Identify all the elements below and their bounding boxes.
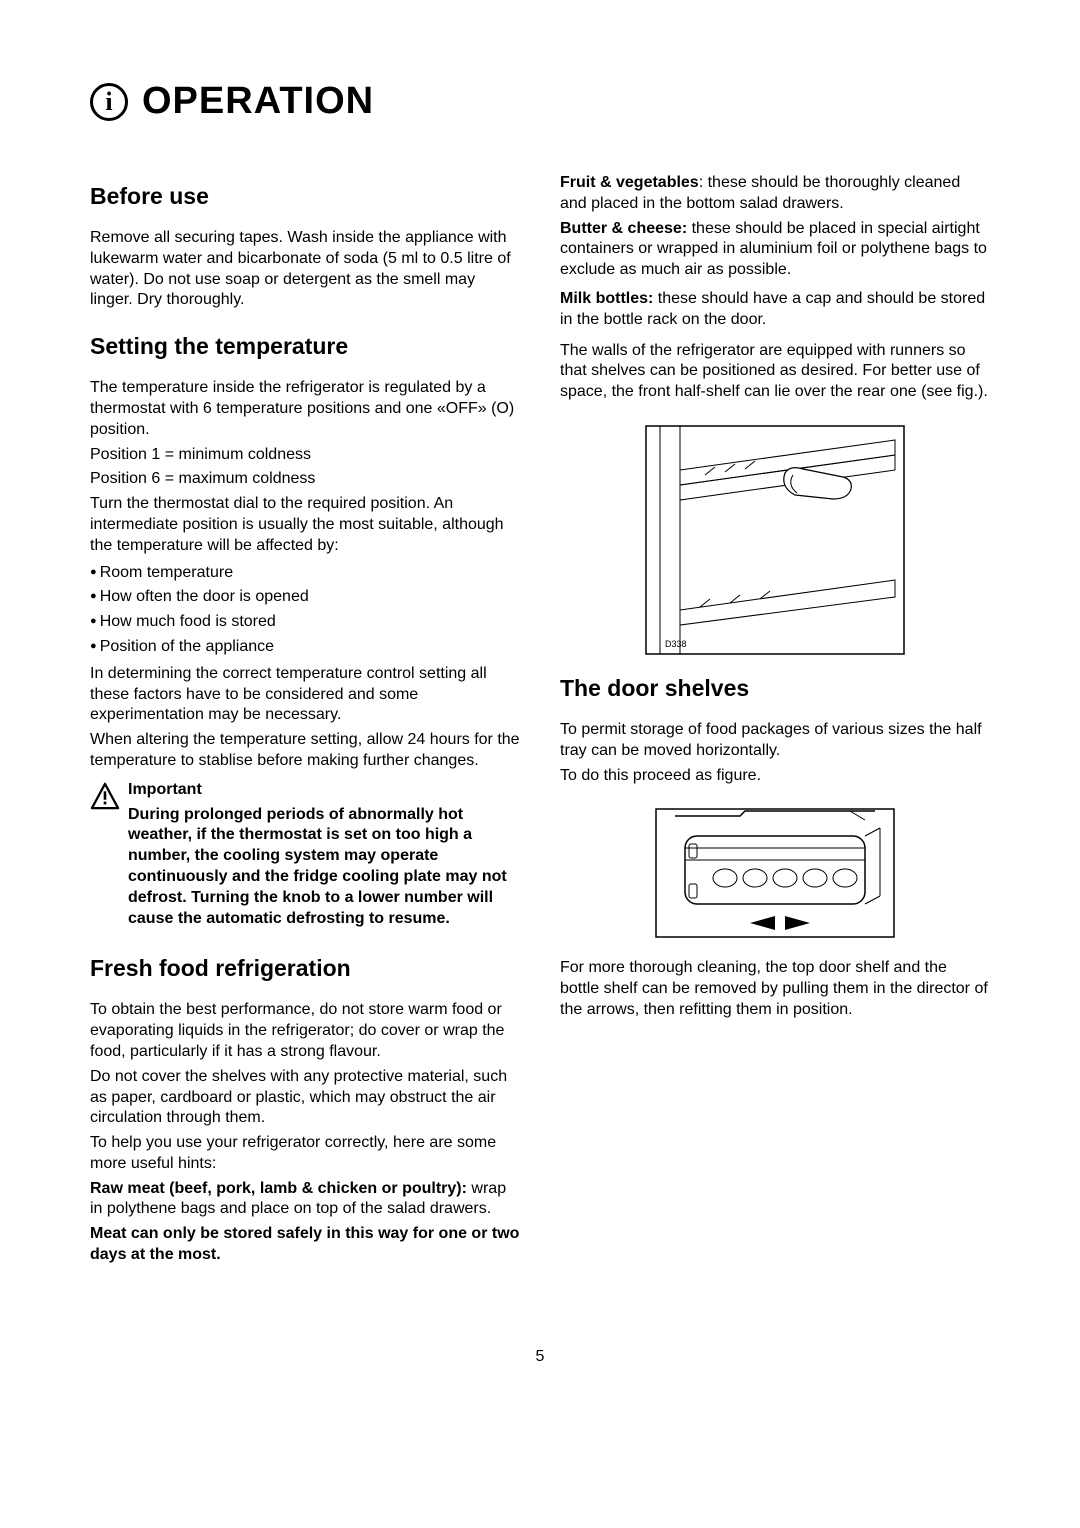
label: Butter & cheese: (560, 220, 687, 237)
text: When altering the temperature setting, a… (90, 730, 520, 772)
text: Fruit & vegetables: these should be thor… (560, 173, 990, 215)
list-item: Position of the appliance (90, 637, 520, 658)
info-icon: i (90, 83, 128, 121)
block-food-hints: Fruit & vegetables: these should be thor… (560, 173, 990, 403)
list-item: Room temperature (90, 563, 520, 584)
warning-title: Important (128, 780, 520, 801)
text: Turn the thermostat dial to the required… (90, 494, 520, 556)
list-item: How often the door is opened (90, 587, 520, 608)
text: To do this proceed as figure. (560, 766, 990, 787)
text: The walls of the refrigerator are equipp… (560, 341, 990, 403)
text: To obtain the best performance, do not s… (90, 1000, 520, 1062)
left-column: Before use Remove all securing tapes. Wa… (90, 173, 520, 1288)
block-setting-temp: The temperature inside the refrigerator … (90, 378, 520, 933)
text: In determining the correct temperature c… (90, 664, 520, 726)
text: Meat can only be stored safely in this w… (90, 1224, 520, 1266)
block-fresh-food: To obtain the best performance, do not s… (90, 1000, 520, 1266)
text: Position 1 = minimum coldness (90, 445, 520, 466)
warning-text: Important During prolonged periods of ab… (128, 780, 520, 934)
list-item: How much food is stored (90, 612, 520, 633)
warning-icon (90, 782, 120, 934)
figure-door-tray (560, 808, 990, 938)
warning-body: During prolonged periods of abnormally h… (128, 805, 520, 930)
text: Raw meat (beef, pork, lamb & chicken or … (90, 1179, 520, 1221)
content-columns: Before use Remove all securing tapes. Wa… (90, 173, 990, 1288)
label: Milk bottles: (560, 290, 653, 307)
text: To permit storage of food packages of va… (560, 720, 990, 762)
label: Raw meat (beef, pork, lamb & chicken or … (90, 1180, 467, 1197)
heading-before-use: Before use (90, 183, 520, 210)
text: Remove all securing tapes. Wash inside t… (90, 228, 520, 311)
page-title: OPERATION (142, 80, 374, 123)
page-number: 5 (90, 1348, 990, 1366)
bullet-list: Room temperature How often the door is o… (90, 563, 520, 658)
figure-label: D338 (665, 639, 687, 649)
text: Butter & cheese: these should be placed … (560, 219, 990, 281)
text: Milk bottles: these should have a cap an… (560, 289, 990, 331)
text: For more thorough cleaning, the top door… (560, 958, 990, 1020)
block-door-shelves: To permit storage of food packages of va… (560, 720, 990, 786)
warning-block: Important During prolonged periods of ab… (90, 780, 520, 934)
text: Position 6 = maximum coldness (90, 469, 520, 490)
right-column: Fruit & vegetables: these should be thor… (560, 173, 990, 1288)
text: Do not cover the shelves with any protec… (90, 1067, 520, 1129)
label: Fruit & vegetables (560, 174, 699, 191)
heading-fresh-food: Fresh food refrigeration (90, 955, 520, 982)
title-row: i OPERATION (90, 80, 990, 123)
heading-door-shelves: The door shelves (560, 675, 990, 702)
figure-shelf: D338 (560, 425, 990, 655)
text: To help you use your refrigerator correc… (90, 1133, 520, 1175)
text: The temperature inside the refrigerator … (90, 378, 520, 440)
block-before-use: Remove all securing tapes. Wash inside t… (90, 228, 520, 311)
heading-setting-temp: Setting the temperature (90, 333, 520, 360)
